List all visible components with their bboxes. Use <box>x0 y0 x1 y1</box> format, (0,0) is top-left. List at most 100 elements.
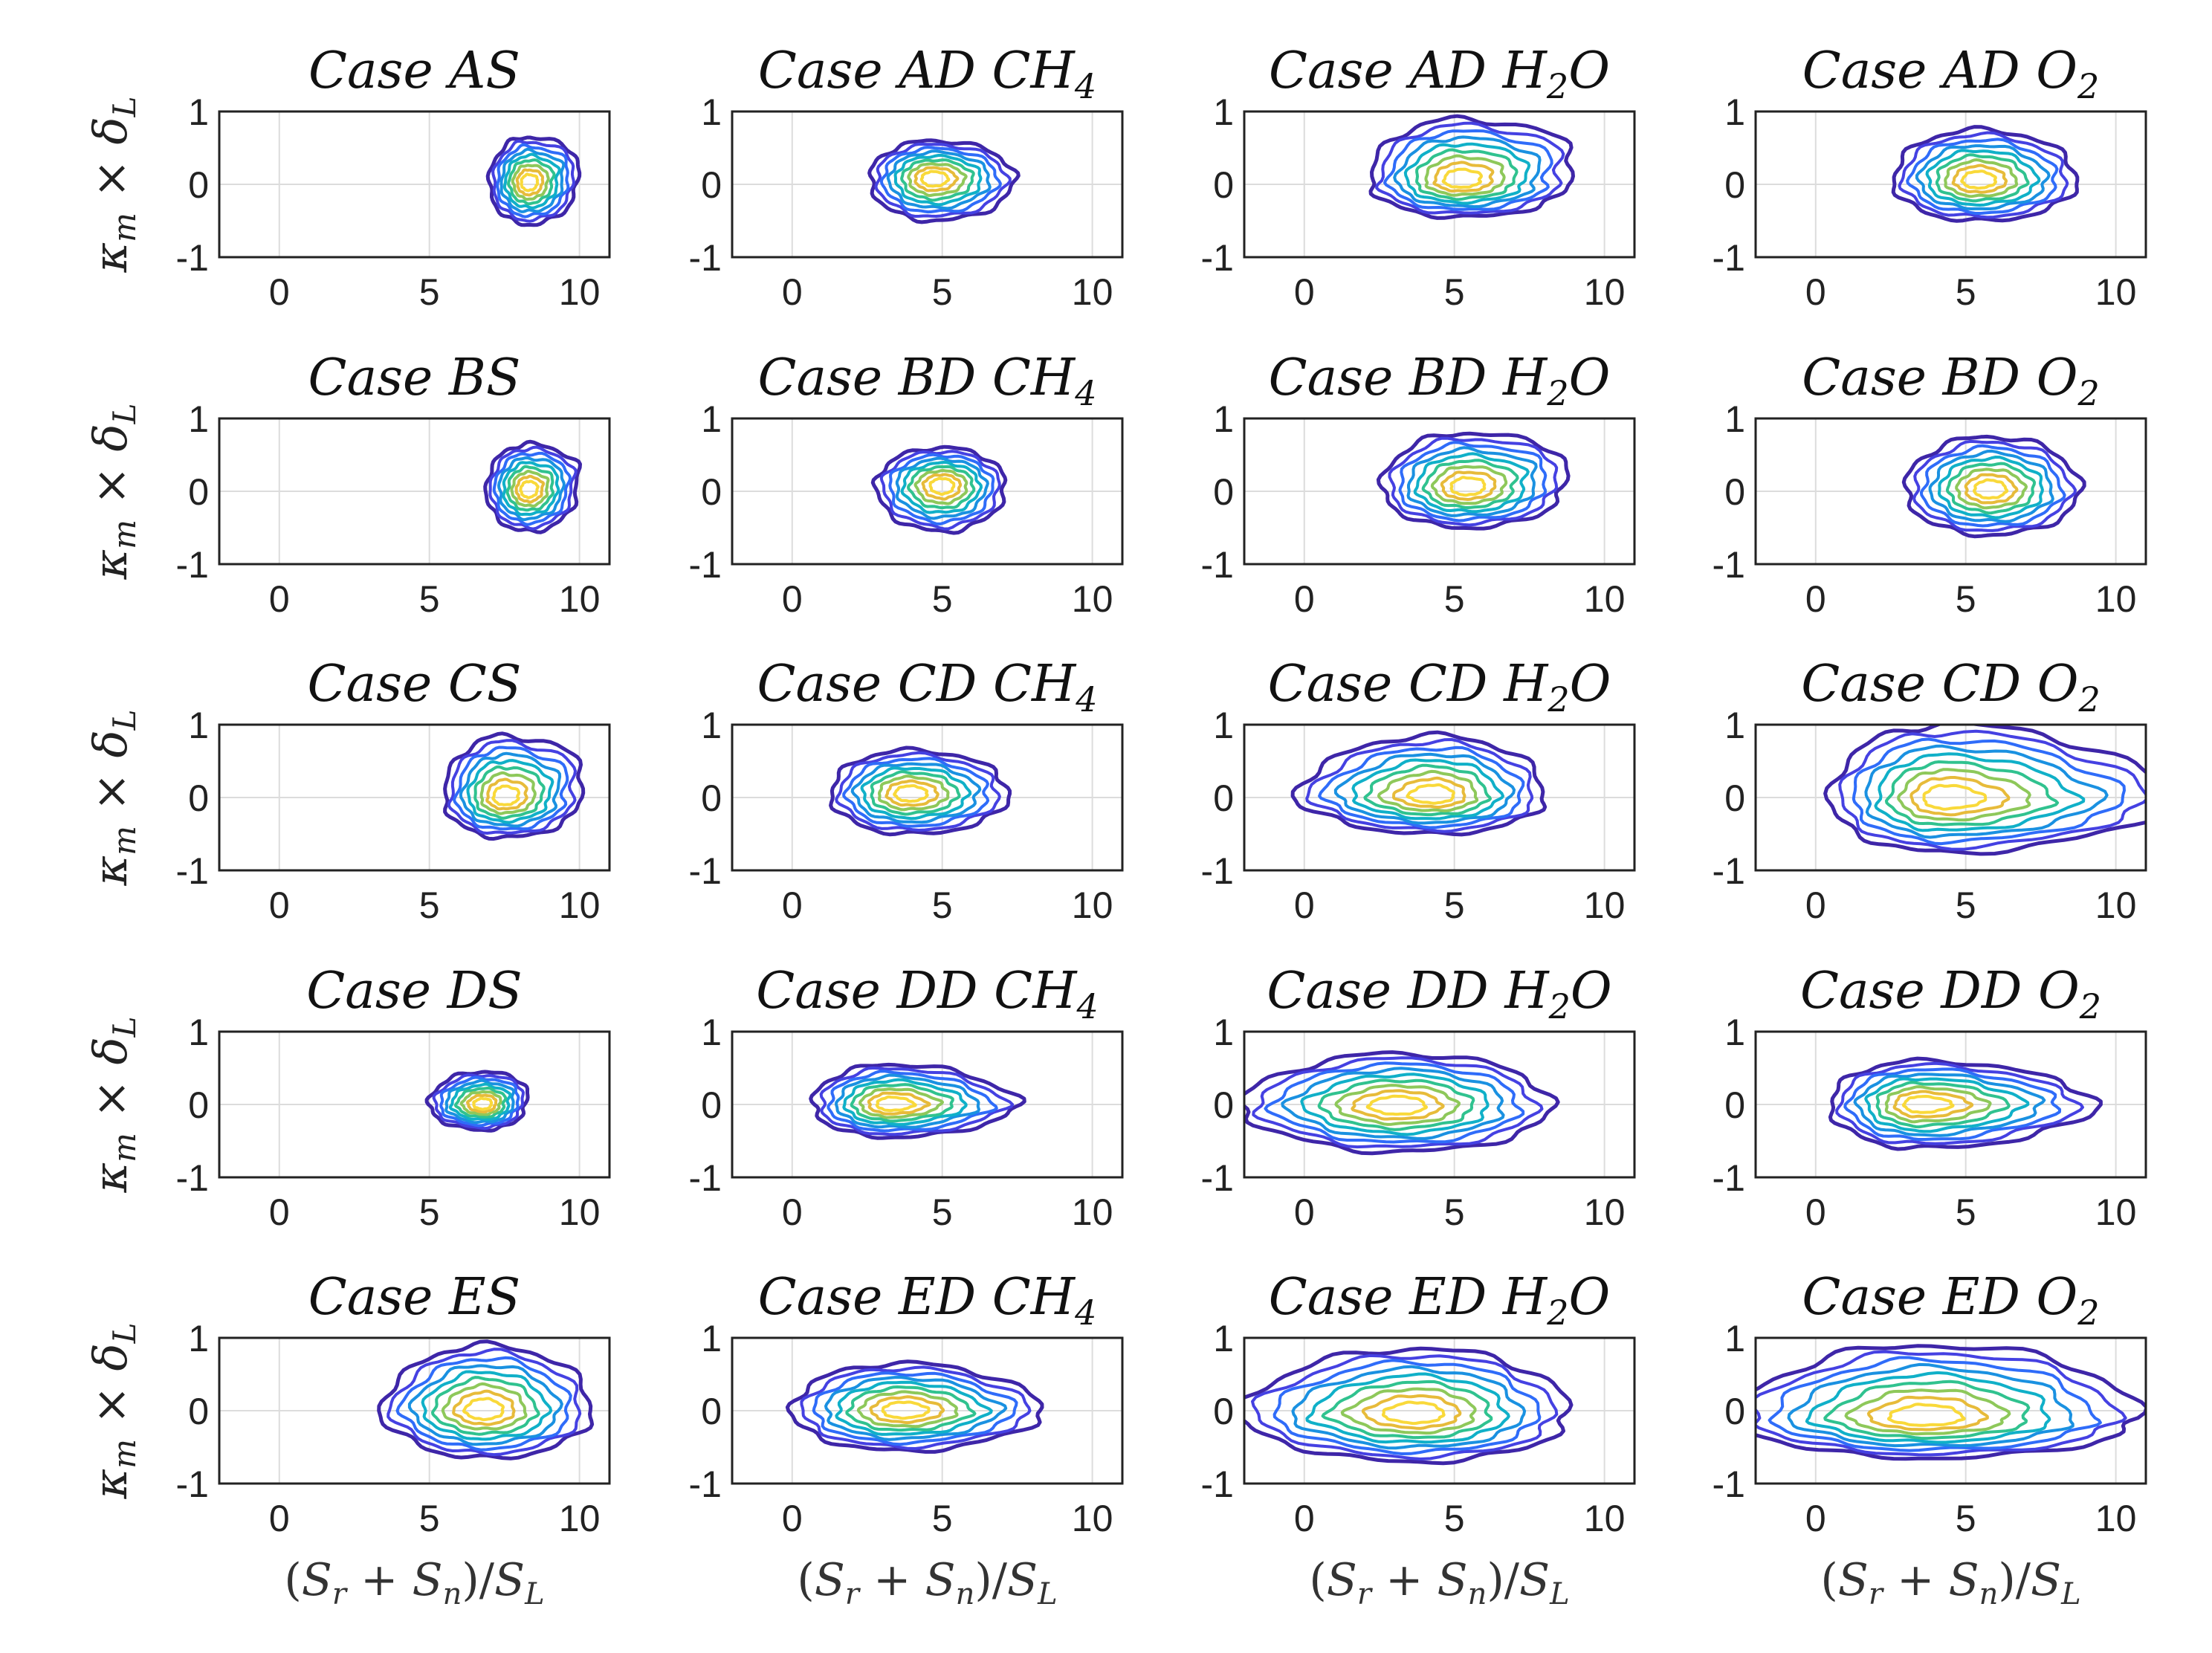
contour-level-3 <box>1264 1061 1525 1144</box>
contour-level-9 <box>1441 167 1483 189</box>
contour-level-7 <box>856 1390 959 1429</box>
contour-level-1 <box>377 1339 595 1460</box>
panel-title: Case DD O2 <box>1800 962 2101 1026</box>
x-tick-label: 5 <box>1444 1191 1465 1233</box>
contour-group <box>1244 1050 1560 1156</box>
y-tick-label: 1 <box>701 1012 722 1053</box>
y-tick-label: 0 <box>701 1084 722 1126</box>
contour-level-3 <box>1919 444 2066 528</box>
contour-level-9 <box>472 1096 494 1111</box>
contour-level-8 <box>1361 1394 1462 1430</box>
contour-level-4 <box>1853 1073 2046 1137</box>
contour-group <box>443 731 586 841</box>
contour-level-1 <box>1244 1050 1560 1156</box>
y-tick-label: -1 <box>1201 850 1234 892</box>
axes-frame <box>218 417 611 566</box>
panel-title: Case AS <box>308 42 520 100</box>
y-tick-label: 0 <box>1213 164 1234 206</box>
contour-level-9 <box>1406 783 1455 805</box>
panel-title: Case AD O2 <box>1802 42 2100 106</box>
contour-level-9 <box>875 1095 917 1113</box>
contour-level-8 <box>515 168 545 197</box>
x-tick-label: 10 <box>559 578 601 620</box>
contour-level-2 <box>800 1365 1032 1450</box>
contour-level-4 <box>499 147 566 213</box>
contour-level-3 <box>879 146 1002 214</box>
contour-level-1 <box>785 1359 1044 1454</box>
contour-level-4 <box>1787 1362 2074 1448</box>
contour-level-1 <box>483 439 582 534</box>
contour-group <box>829 745 1012 837</box>
contour-level-1 <box>1376 431 1571 531</box>
y-tick-label: -1 <box>689 1463 722 1505</box>
contour-level-2 <box>1756 1350 2127 1457</box>
x-tick-label: 10 <box>1072 1498 1113 1539</box>
contour-level-7 <box>459 1090 502 1116</box>
y-tick-label: -1 <box>1713 237 1745 279</box>
contour-level-7 <box>858 1087 944 1119</box>
y-tick-label: 0 <box>1213 777 1234 819</box>
contour-level-3 <box>1906 138 2059 215</box>
y-tick-label: -1 <box>1713 1463 1745 1505</box>
contour-level-8 <box>1951 164 2008 194</box>
y-tick-label: 0 <box>701 471 722 513</box>
contour-level-8 <box>869 1395 945 1425</box>
contour-level-6 <box>1823 1379 2031 1440</box>
contour-level-9 <box>1973 478 2009 500</box>
panel-title: Case DS <box>306 962 522 1020</box>
y-tick-label: 1 <box>1213 91 1234 133</box>
contour-group <box>1823 725 2146 856</box>
x-tick-label: 0 <box>269 271 290 313</box>
y-tick-label: -1 <box>689 850 722 892</box>
contour-level-6 <box>907 465 976 510</box>
x-tick-label: 10 <box>1072 884 1113 926</box>
y-tick-label: 1 <box>1213 705 1234 746</box>
y-tick-label: -1 <box>176 850 209 892</box>
contour-group <box>809 1062 1026 1140</box>
contour-level-6 <box>1317 1078 1475 1131</box>
x-tick-label: 0 <box>1294 1498 1315 1539</box>
contour-level-8 <box>1892 1090 1974 1119</box>
y-tick-label: 1 <box>1213 1318 1234 1359</box>
axes-frame <box>731 417 1124 566</box>
panel-title: Case ED H2O <box>1269 1268 1610 1333</box>
contour-level-9 <box>1381 1400 1446 1426</box>
contour-level-8 <box>485 777 528 811</box>
panel-title: Case BD O2 <box>1802 349 2099 413</box>
contour-level-4 <box>1864 744 2109 839</box>
contour-level-7 <box>1884 1085 1992 1124</box>
contour-level-1 <box>1828 1056 2103 1151</box>
axes-frame <box>1754 1336 2147 1485</box>
contour-level-4 <box>1406 446 1538 517</box>
contour-level-6 <box>870 770 961 816</box>
contour-group <box>1891 125 2080 223</box>
contour-level-9 <box>519 479 540 499</box>
contour-level-3 <box>1768 1356 2102 1452</box>
contour-level-6 <box>473 765 546 820</box>
contour-level-3 <box>1383 129 1553 211</box>
contour-level-2 <box>819 1066 1015 1136</box>
contour-level-7 <box>1955 468 2028 510</box>
y-tick-label: -1 <box>689 1157 722 1199</box>
panel-title: Case ES <box>308 1268 521 1327</box>
x-tick-label: 10 <box>1072 271 1113 313</box>
contour-level-2 <box>387 1348 582 1457</box>
contour-level-2 <box>1375 121 1565 215</box>
y-tick-label: 0 <box>188 777 209 819</box>
contour-group <box>1828 1056 2103 1151</box>
y-tick-label: 1 <box>1724 1318 1745 1359</box>
contour-level-4 <box>1333 752 1516 825</box>
contour-group <box>1290 730 1548 837</box>
contour-level-6 <box>505 465 555 512</box>
x-tick-label: 5 <box>932 578 953 620</box>
panel-title: Case DD CH4 <box>756 962 1099 1026</box>
y-tick-label: 1 <box>188 705 209 746</box>
